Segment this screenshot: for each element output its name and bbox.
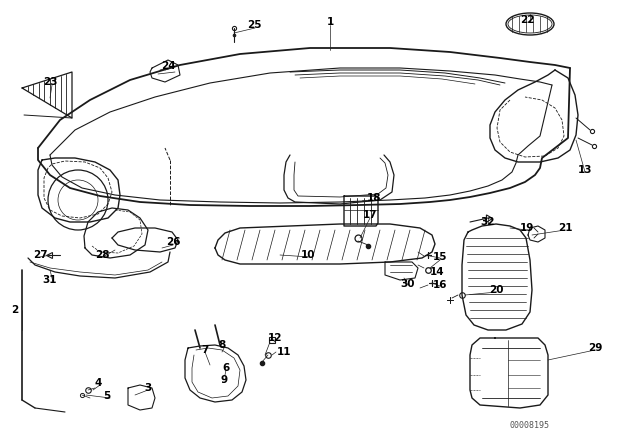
Text: 20: 20 [489, 285, 503, 295]
Text: 32: 32 [481, 217, 495, 227]
Text: 22: 22 [520, 15, 534, 25]
Text: 15: 15 [433, 252, 447, 262]
Text: 1: 1 [326, 17, 333, 27]
Text: 28: 28 [95, 250, 109, 260]
Text: 17: 17 [363, 210, 378, 220]
Text: 26: 26 [166, 237, 180, 247]
Text: 8: 8 [218, 340, 226, 350]
Text: 29: 29 [588, 343, 602, 353]
Text: 16: 16 [433, 280, 447, 290]
Text: 27: 27 [33, 250, 47, 260]
Text: 5: 5 [104, 391, 111, 401]
Text: 2: 2 [12, 305, 19, 315]
Text: 4: 4 [94, 378, 102, 388]
Text: 00008195: 00008195 [510, 421, 550, 430]
Text: 18: 18 [367, 193, 381, 203]
Text: 10: 10 [301, 250, 316, 260]
Text: 13: 13 [578, 165, 592, 175]
Text: 14: 14 [429, 267, 444, 277]
Text: 19: 19 [520, 223, 534, 233]
Text: 7: 7 [202, 345, 209, 355]
Text: 9: 9 [220, 375, 228, 385]
Text: 23: 23 [43, 77, 57, 87]
Text: 30: 30 [401, 279, 415, 289]
Text: 12: 12 [268, 333, 282, 343]
Text: 31: 31 [43, 275, 57, 285]
Text: 3: 3 [145, 383, 152, 393]
Text: 24: 24 [161, 61, 175, 71]
Text: 11: 11 [276, 347, 291, 357]
Text: 25: 25 [247, 20, 261, 30]
Text: 21: 21 [557, 223, 572, 233]
Text: 6: 6 [222, 363, 230, 373]
